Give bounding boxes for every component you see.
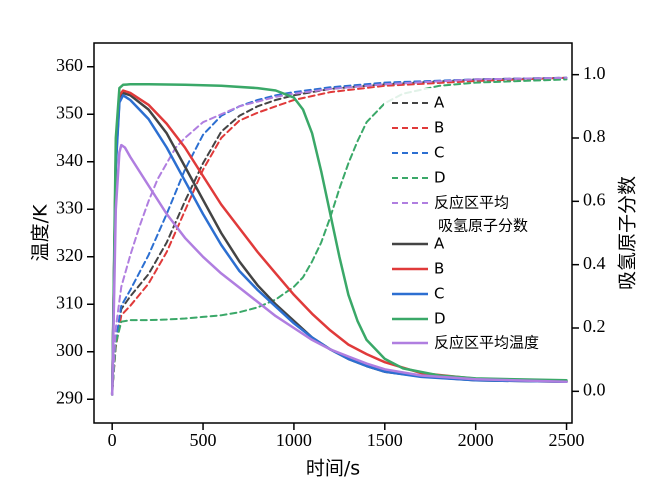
series-dashed-d xyxy=(111,78,568,393)
series-dashed-s9 xyxy=(111,76,568,393)
y-right-tick-label: 0.2 xyxy=(583,316,606,336)
y-left-tick-label: 290 xyxy=(56,387,83,407)
series-dashed-b xyxy=(111,76,568,393)
y-left-tick-label: 320 xyxy=(56,245,83,265)
series-solid-b xyxy=(110,89,568,396)
x-tick-label: 2500 xyxy=(549,430,585,450)
x-tick-label: 1500 xyxy=(367,430,403,450)
x-tick-label: 1000 xyxy=(276,430,312,450)
y-left-tick-label: 310 xyxy=(56,292,83,312)
legend-label-solid-b: B xyxy=(434,260,444,278)
series-dashed-c xyxy=(111,76,568,393)
plot-frame xyxy=(93,42,573,424)
y-left-tick-label: 350 xyxy=(56,102,83,122)
legend-label-dashed-b: B xyxy=(434,119,444,137)
y-right-tick-label: 0.0 xyxy=(583,379,606,399)
series-solid-c xyxy=(110,94,568,396)
y-right-tick-label: 0.4 xyxy=(583,253,606,273)
legend-label-dashed-a: A xyxy=(434,94,445,112)
x-tick-label: 2000 xyxy=(458,430,494,450)
y-left-tick-label: 330 xyxy=(56,197,83,217)
y-right-tick-label: 1.0 xyxy=(583,63,606,83)
series-solid-d xyxy=(110,83,568,396)
y-axis-left-title: 温度/K xyxy=(30,204,52,261)
series-solid-s4 xyxy=(110,143,568,396)
legend-label-solid-avg: 反应区平均温度 xyxy=(434,334,539,352)
y-left-tick-label: 340 xyxy=(56,150,83,170)
legend: A B C D 反应区平均 吸氢原子分数 A B C D 反应区平均温度 xyxy=(384,88,570,356)
legend-background xyxy=(384,88,570,356)
ticks-layer: 0 500 1000 1500 2000 2500 290 300 310 320 330 340 35… xyxy=(56,55,606,450)
x-tick-label: 0 xyxy=(108,430,117,450)
y-left-tick-label: 360 xyxy=(56,55,83,75)
x-axis-title: 时间/s xyxy=(306,458,360,480)
legend-label-fraction-line2: 吸氢原子分数 xyxy=(438,217,528,235)
series-layer xyxy=(110,76,568,396)
legend-label-solid-a: A xyxy=(434,235,445,253)
legend-label-dashed-c: C xyxy=(434,144,444,162)
legend-label-solid-c: C xyxy=(434,285,444,303)
legend-label-fraction-line1: 反应区平均 xyxy=(434,194,509,212)
y-left-tick-label: 300 xyxy=(56,340,83,360)
y-right-tick-label: 0.8 xyxy=(583,126,606,146)
y-axis-right-title: 吸氢原子分数 xyxy=(617,176,639,290)
y-right-tick-label: 0.6 xyxy=(583,189,606,209)
x-tick-label: 500 xyxy=(190,430,217,450)
legend-label-solid-d: D xyxy=(434,310,446,328)
legend-label-dashed-d: D xyxy=(434,169,446,187)
